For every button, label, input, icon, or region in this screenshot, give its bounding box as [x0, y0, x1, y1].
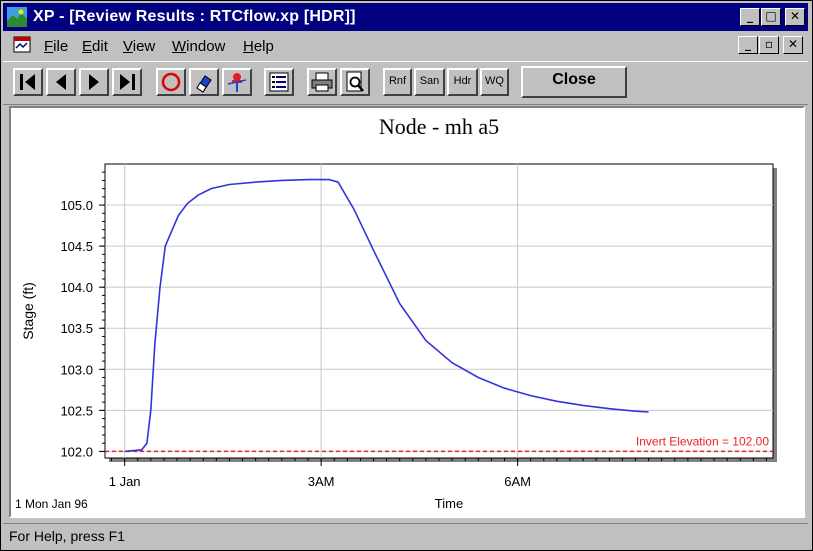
window-title: XP - [Review Results : RTCflow.xp [HDR]] [33, 8, 356, 25]
menu-bar: File Edit View Window Help _ ▫ ✕ [3, 33, 808, 59]
status-bar: For Help, press F1 [3, 523, 808, 548]
last-icon [120, 74, 135, 90]
first-button[interactable] [13, 68, 43, 96]
y-tick-label: 102.0 [60, 444, 93, 459]
x-tick-label: 3AM [308, 474, 335, 489]
menu-edit[interactable]: Edit [82, 38, 108, 55]
stage-chart: 102.0 102.5 103.0 103.5 104.0 104.5 105.0 1 Jan… [15, 114, 777, 511]
menu-window[interactable]: Window [172, 38, 226, 55]
pushpin-tool-button[interactable] [222, 68, 252, 96]
plot-area [104, 163, 774, 459]
chart-panel: 102.0 102.5 103.0 103.5 104.0 104.5 105.0 1 Jan… [9, 106, 805, 518]
date-label: 1 Mon Jan 96 [15, 497, 88, 511]
doc-close-button[interactable]: ✕ [783, 36, 803, 54]
x-tick-label: 1 Jan [109, 474, 141, 489]
menu-view[interactable]: View [123, 38, 156, 55]
previous-icon [56, 74, 66, 90]
status-text: For Help, press F1 [9, 528, 125, 544]
toolbar: Rnf San Hdr WQ Close [3, 61, 808, 105]
x-tick-label: 6AM [504, 474, 531, 489]
close-button[interactable]: Close [521, 66, 627, 98]
y-axis-label: Stage (ft) [20, 282, 36, 340]
minimize-button[interactable]: _ [740, 8, 760, 26]
rnf-button[interactable]: Rnf [383, 68, 412, 96]
print-icon [311, 72, 333, 92]
invert-elevation-label: Invert Elevation = 102.00 [636, 434, 769, 448]
doc-minimize-button[interactable]: _ [738, 36, 758, 54]
eraser-icon [196, 75, 212, 93]
list-button[interactable] [264, 68, 294, 96]
first-icon [20, 74, 35, 90]
title-bar[interactable]: XP - [Review Results : RTCflow.xp [HDR]]… [3, 3, 808, 31]
y-tick-label: 102.5 [60, 403, 93, 418]
last-button[interactable] [112, 68, 142, 96]
y-tick-label: 104.0 [60, 280, 93, 295]
chart-title: Node - mh a5 [379, 114, 499, 139]
san-label: San [419, 75, 440, 87]
print-preview-icon [346, 71, 364, 92]
y-tick-label: 105.0 [60, 198, 93, 213]
print-button[interactable] [307, 68, 337, 96]
menu-help[interactable]: Help [243, 38, 274, 55]
print-preview-button[interactable] [340, 68, 370, 96]
eraser-tool-button[interactable] [189, 68, 219, 96]
xp-app-icon [7, 7, 27, 27]
san-button[interactable]: San [414, 68, 445, 96]
list-icon [269, 72, 289, 92]
y-tick-label: 103.5 [60, 321, 93, 336]
next-button[interactable] [79, 68, 109, 96]
y-tick-label: 103.0 [60, 362, 93, 377]
hdr-label: Hdr [453, 75, 472, 87]
doc-restore-button[interactable]: ▫ [759, 36, 779, 54]
pushpin-icon [227, 73, 247, 92]
circle-tool-button[interactable] [156, 68, 186, 96]
next-icon [89, 74, 99, 90]
close-window-button[interactable]: ✕ [785, 8, 805, 26]
menu-file[interactable]: File [44, 38, 69, 55]
previous-button[interactable] [46, 68, 76, 96]
maximize-button[interactable]: □ [761, 8, 781, 26]
y-tick-label: 104.5 [60, 239, 93, 254]
hdr-button[interactable]: Hdr [447, 68, 478, 96]
x-axis-label: Time [435, 496, 463, 511]
wq-button[interactable]: WQ [480, 68, 509, 96]
wq-label: WQ [485, 75, 504, 87]
document-icon[interactable] [13, 36, 33, 55]
stage-series-line [124, 178, 649, 453]
close-label: Close [552, 71, 596, 88]
circle-icon [161, 72, 181, 92]
rnf-label: Rnf [388, 75, 407, 87]
